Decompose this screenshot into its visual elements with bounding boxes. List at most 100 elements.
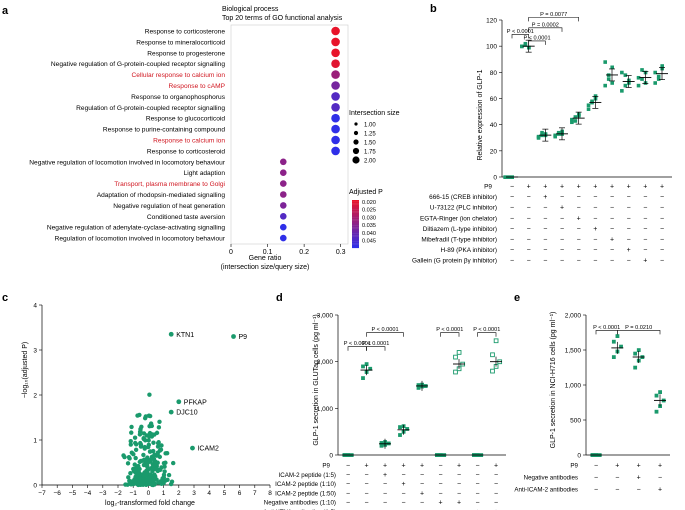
- panel-b-treatment-sign: −: [627, 226, 631, 233]
- panel-d-treatment-sign: −: [438, 472, 442, 479]
- panel-b-treatment-sign: −: [593, 247, 597, 254]
- color-legend-swatch: [352, 227, 359, 229]
- panel-b-point: [610, 65, 614, 70]
- color-legend-swatch: [352, 230, 359, 233]
- panel-b-treatment-sign: −: [527, 237, 531, 244]
- size-legend-dot: [354, 122, 358, 126]
- panel-b-point: [620, 89, 624, 93]
- panel-c-xtick-label: −2: [114, 490, 122, 497]
- panel-d-treatment-sign: +: [383, 463, 387, 470]
- panel-b-ytick-label: 120: [486, 18, 497, 25]
- panel-c-gene-point: [151, 463, 157, 468]
- size-legend-label: 1.50: [364, 141, 376, 147]
- panel-c-gene-point: [127, 478, 132, 483]
- panel-b-point: [603, 60, 607, 64]
- panel-d-treatment-sign: −: [475, 500, 479, 507]
- panel-a-xtick-label: 0.1: [263, 249, 273, 256]
- color-legend-swatch: [352, 241, 359, 244]
- panel-d-letter: d: [276, 292, 283, 304]
- panel-b-point: [610, 81, 614, 85]
- panel-b-treatment-sign: +: [643, 184, 647, 191]
- panel-b-treatment-sign: +: [577, 184, 581, 191]
- panel-e-treatment-sign: −: [594, 475, 598, 482]
- panel-d-pvalue: P < 0.0001: [473, 327, 500, 333]
- panel-a-term-label: Regulation of G-protein-coupled receptor…: [76, 105, 225, 112]
- panel-e-treatment-sign: +: [637, 463, 641, 470]
- panel-b-point: [520, 44, 524, 49]
- color-legend-swatch: [352, 201, 359, 204]
- panel-e-treatment-sign: −: [658, 475, 662, 482]
- panel-d-treatment-sign: −: [475, 481, 479, 488]
- panel-a-dot: [331, 103, 340, 112]
- panel-b-ytick-label: 20: [490, 148, 498, 155]
- panel-d-treatment-sign: −: [383, 481, 387, 488]
- panel-e-treatment-sign: +: [658, 487, 662, 494]
- panel-d-point: [398, 433, 402, 437]
- panel-c-gene-point: [135, 413, 140, 418]
- panel-b-treatment-sign: +: [610, 184, 614, 191]
- color-legend-swatch: [352, 235, 359, 237]
- panel-a-dot: [331, 81, 340, 90]
- panel-b-point: [640, 77, 644, 81]
- panel-a-dot: [279, 223, 287, 231]
- panel-a-term-label: Adaptation of rhodopsin-mediated signall…: [97, 192, 226, 199]
- panel-d-ytick-label: 2,000: [317, 359, 334, 366]
- panel-b-treatment-sign: −: [610, 247, 614, 254]
- panel-e-treatment-sign: +: [658, 463, 662, 470]
- panel-b-treatment-sign: −: [660, 258, 664, 265]
- panel-c-gene-point: [129, 430, 134, 435]
- panel-d-bracket: [366, 332, 404, 337]
- panel-d-treatment-sign: −: [494, 481, 498, 488]
- panel-c-gene-point: [129, 450, 135, 455]
- panel-c-gene-point: [133, 455, 138, 461]
- panel-c-gene-label: ICAM2: [197, 446, 219, 453]
- panel-b-treatment-sign: −: [543, 258, 547, 265]
- color-legend-swatch: [352, 238, 359, 241]
- panel-b-row-label: 666-15 (CREB inhibitor): [429, 194, 497, 201]
- panel-b-treatment-sign: −: [577, 237, 581, 244]
- panel-d-treatment-sign: −: [364, 490, 368, 497]
- panel-b-treatment-sign: −: [627, 194, 631, 201]
- panel-b-point: [636, 75, 641, 80]
- panel-c-gene-point: [159, 443, 164, 448]
- panel-c-ylabel: −log₁₀(adjusted P): [22, 342, 29, 398]
- panel-b-treatment-sign: −: [627, 258, 631, 265]
- panel-b-treatment-sign: −: [527, 215, 531, 222]
- panel-c-gene-point: [147, 430, 153, 436]
- panel-d-treatment-sign: −: [420, 472, 424, 479]
- panel-e-point: [633, 365, 638, 370]
- panel-c-labeled-point: [176, 399, 182, 405]
- panel-c-xtick-label: −7: [38, 490, 46, 497]
- color-legend-swatch: [352, 236, 359, 239]
- panel-b-treatment-sign: +: [627, 184, 631, 191]
- panel-c-xtick-label: 3: [192, 490, 196, 497]
- color-legend-swatch: [352, 209, 359, 212]
- panel-b-pvalue: P = 0.0002: [532, 22, 559, 28]
- panel-b-point: [653, 81, 657, 85]
- panel-b-treatment-sign: −: [543, 237, 547, 244]
- panel-b-treatment-sign: −: [610, 226, 614, 233]
- color-legend-swatch: [352, 232, 359, 234]
- panel-c-xtick-label: −4: [84, 490, 92, 497]
- color-legend-swatch: [352, 219, 359, 221]
- panel-b-treatment-sign: −: [543, 226, 547, 233]
- panel-b-treatment-sign: −: [577, 205, 581, 212]
- panel-b-point: [570, 120, 574, 125]
- panel-d-treatment-sign: −: [401, 500, 405, 507]
- panel-b-treatment-sign: −: [643, 226, 647, 233]
- panel-b-treatment-sign: −: [610, 194, 614, 201]
- panel-b-treatment-sign: −: [627, 205, 631, 212]
- panel-d-treatment-sign: −: [494, 490, 498, 497]
- panel-a-dot: [331, 26, 340, 36]
- panel-d-treatment-sign: −: [401, 472, 405, 479]
- panel-e-pvalue: P = 0.0210: [625, 325, 652, 331]
- panel-b-treatment-sign: −: [560, 215, 564, 222]
- panel-a-dot: [331, 135, 340, 145]
- panel-d-point: [416, 386, 421, 390]
- panel-d-treatment-sign: −: [364, 500, 368, 507]
- panel-b-bracket: [528, 27, 563, 32]
- panel-a-dot: [279, 202, 287, 209]
- panel-c-xtick-label: 1: [162, 490, 166, 497]
- size-legend-title: Intersection size: [349, 110, 400, 117]
